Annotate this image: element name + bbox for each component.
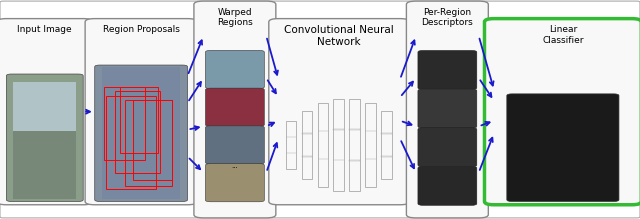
- FancyBboxPatch shape: [484, 19, 640, 205]
- Bar: [301, 156, 312, 157]
- Text: Input Image: Input Image: [17, 25, 72, 34]
- Text: Warped
Regions: Warped Regions: [217, 8, 253, 27]
- Text: Per-Region
Descriptors: Per-Region Descriptors: [422, 8, 473, 27]
- FancyBboxPatch shape: [6, 74, 83, 201]
- Bar: [301, 133, 312, 134]
- Bar: [120, 87, 157, 153]
- Bar: [333, 99, 344, 191]
- FancyBboxPatch shape: [418, 50, 477, 90]
- FancyBboxPatch shape: [205, 126, 264, 164]
- Bar: [365, 103, 376, 187]
- Text: Linear
Classifier: Linear Classifier: [542, 25, 584, 45]
- FancyBboxPatch shape: [85, 19, 197, 205]
- Bar: [285, 120, 296, 169]
- FancyBboxPatch shape: [205, 50, 264, 89]
- Bar: [381, 111, 392, 179]
- FancyBboxPatch shape: [418, 166, 477, 205]
- Bar: [13, 82, 76, 132]
- Bar: [317, 103, 328, 187]
- Bar: [106, 96, 156, 189]
- Bar: [13, 131, 76, 199]
- Bar: [381, 133, 392, 134]
- FancyBboxPatch shape: [95, 65, 188, 201]
- Bar: [349, 129, 360, 130]
- FancyBboxPatch shape: [406, 1, 488, 218]
- Bar: [301, 111, 312, 179]
- Bar: [333, 160, 344, 161]
- FancyBboxPatch shape: [0, 19, 93, 205]
- Bar: [349, 160, 360, 161]
- FancyBboxPatch shape: [507, 94, 619, 201]
- Bar: [381, 156, 392, 157]
- FancyBboxPatch shape: [205, 164, 264, 202]
- FancyBboxPatch shape: [205, 88, 264, 126]
- Bar: [333, 129, 344, 130]
- Bar: [349, 99, 360, 191]
- Text: ...: ...: [232, 163, 238, 169]
- Text: Region Proposals: Region Proposals: [102, 25, 180, 34]
- FancyBboxPatch shape: [269, 19, 410, 205]
- FancyBboxPatch shape: [418, 89, 477, 128]
- FancyBboxPatch shape: [418, 128, 477, 167]
- Text: Convolutional Neural
Network: Convolutional Neural Network: [284, 25, 394, 47]
- Bar: [104, 87, 145, 160]
- FancyBboxPatch shape: [194, 1, 276, 218]
- Bar: [125, 100, 173, 186]
- Bar: [115, 91, 160, 173]
- Bar: [102, 67, 180, 199]
- Bar: [133, 100, 173, 180]
